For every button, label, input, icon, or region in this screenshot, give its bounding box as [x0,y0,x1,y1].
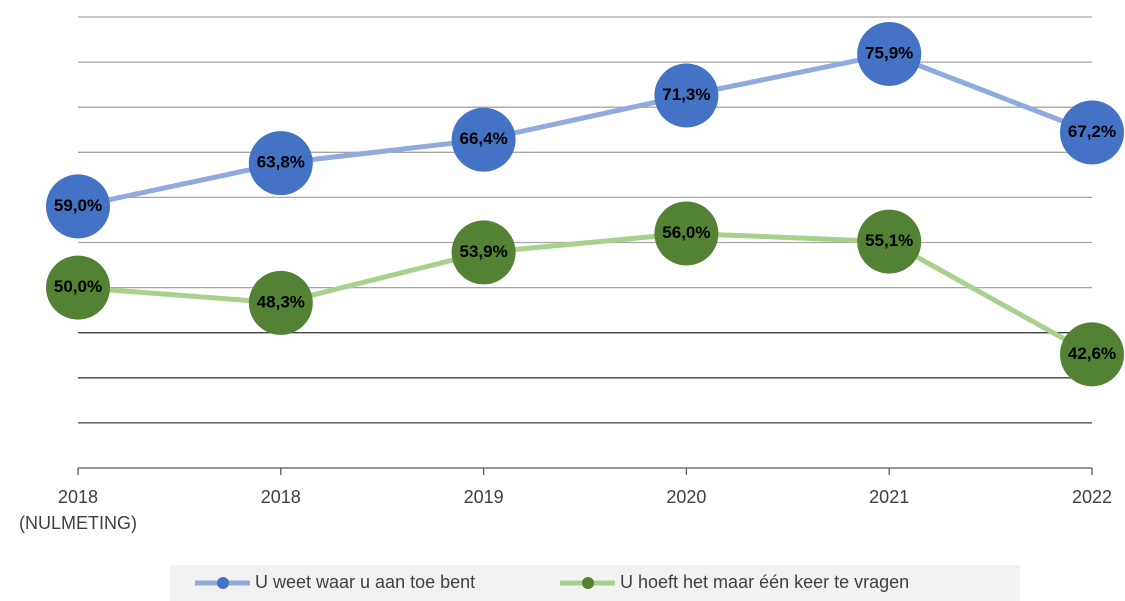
data-label: 55,1% [865,231,913,250]
data-label: 50,0% [54,277,102,296]
x-tick-label: 2020 [666,487,706,507]
data-label: 53,9% [459,242,507,261]
marker [1060,322,1124,387]
marker [46,174,110,239]
data-label: 56,0% [662,223,710,242]
marker [857,209,922,274]
data-label: 66,4% [459,129,507,148]
x-tick-label: 2018 [261,487,301,507]
marker [248,131,313,196]
series-line [77,230,1094,357]
marker [451,220,516,285]
x-tick-label: 2022 [1072,487,1112,507]
data-label: 63,8% [257,153,305,172]
marker [654,63,719,128]
legend-marker [217,577,229,589]
legend-label: U weet waar u aan toe bent [255,572,475,592]
marker [46,255,110,320]
x-tick-label: 2019 [464,487,504,507]
series-line [77,51,1093,209]
x-tick-label: 2018 (NULMETING) [19,487,137,533]
marker [1060,100,1124,165]
marker [451,107,516,172]
data-label: 67,2% [1068,122,1116,141]
marker [654,201,719,266]
marker [857,21,922,86]
x-tick-label: 2021 [869,487,909,507]
data-label: 71,3% [662,85,710,104]
legend-label: U hoeft het maar één keer te vragen [620,572,909,592]
marker [248,270,313,335]
data-label: 42,6% [1068,344,1116,363]
data-label: 59,0% [54,196,102,215]
data-label: 48,3% [257,292,305,311]
legend-marker [582,577,594,589]
data-label: 75,9% [865,43,913,62]
